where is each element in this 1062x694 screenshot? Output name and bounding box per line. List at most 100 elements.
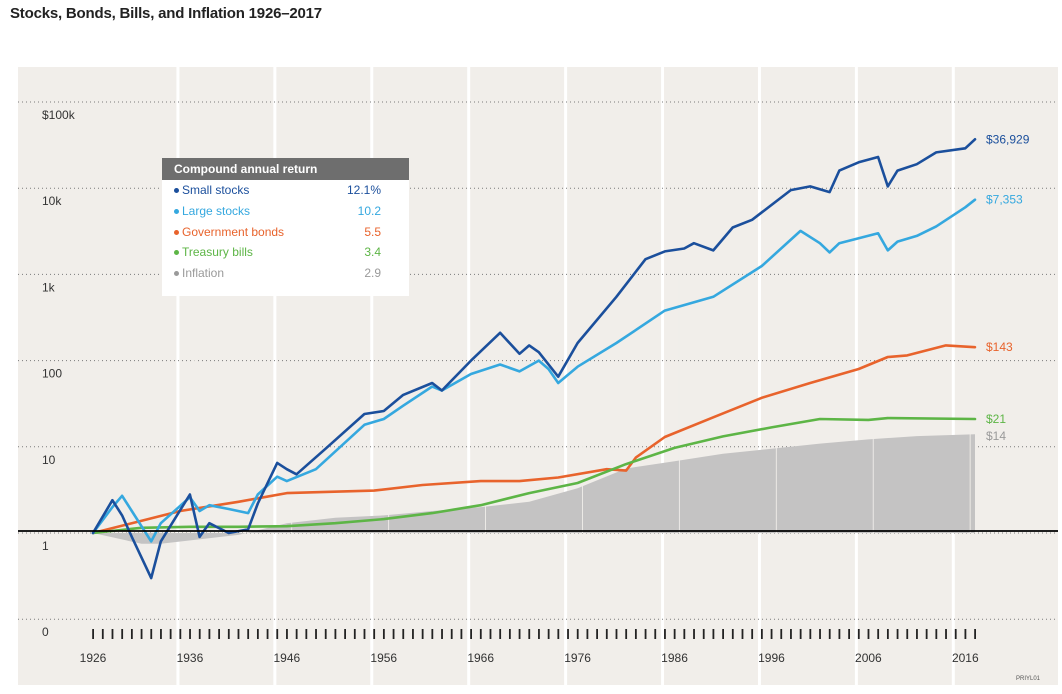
x-tick — [412, 629, 414, 639]
x-tick — [702, 629, 705, 639]
x-tick — [654, 629, 657, 639]
x-tick — [324, 629, 327, 639]
x-tick — [160, 629, 162, 639]
large-stocks-dot-icon — [174, 208, 179, 214]
series-large-stocks — [91, 198, 977, 543]
x-tick — [334, 629, 337, 639]
x-tick-label: 1966 — [467, 651, 494, 665]
x-tick — [644, 629, 647, 639]
x-tick — [101, 629, 104, 639]
series-treasury-bills — [91, 416, 977, 535]
x-tick — [382, 629, 385, 639]
x-tick — [373, 629, 376, 639]
end-labels: $36,929 $7,353 $143 $21 $14 — [986, 132, 1030, 443]
x-tick — [547, 629, 550, 639]
series-small-stocks — [91, 138, 977, 580]
x-tick — [838, 629, 841, 639]
x-tick — [712, 629, 715, 639]
x-tick — [741, 629, 744, 639]
y-tick-label: 100 — [42, 367, 62, 381]
legend-item-treasury-bills: Treasury bills 3.4 — [162, 242, 409, 263]
y-tick-label: 10 — [42, 453, 56, 467]
legend-header: Compound annual return — [162, 158, 409, 180]
x-tick — [760, 629, 763, 639]
x-tick-label: 1956 — [370, 651, 397, 665]
x-tick — [596, 629, 598, 639]
x-tick — [964, 629, 967, 639]
x-tick-label: 1926 — [80, 651, 107, 665]
x-tick — [315, 629, 317, 639]
x-tick — [450, 629, 453, 639]
x-tick — [935, 629, 938, 639]
x-tick — [809, 629, 812, 639]
x-tick — [295, 629, 298, 639]
x-tick — [799, 629, 802, 639]
x-tick — [169, 629, 172, 639]
x-tick — [470, 629, 472, 639]
x-tick — [954, 629, 957, 639]
legend-value: 12.1% — [346, 183, 381, 197]
x-tick — [130, 629, 133, 639]
figure-code: PRIYL01 — [1016, 676, 1041, 682]
x-tick — [557, 629, 560, 639]
x-tick — [363, 629, 366, 639]
x-axis-labels: 1926 1936 1946 1956 1966 1976 1986 1996 2006 2016 — [80, 651, 979, 665]
x-tick — [189, 629, 191, 639]
legend-label: Inflation — [182, 266, 225, 281]
x-tick — [508, 629, 511, 639]
x-tick — [770, 629, 773, 639]
x-tick — [198, 629, 201, 639]
x-tick — [528, 629, 531, 639]
x-tick — [828, 629, 831, 639]
x-tick — [567, 629, 569, 639]
x-tick — [460, 629, 463, 639]
x-tick — [518, 629, 521, 639]
x-tick — [111, 629, 114, 639]
x-axis-ticks — [92, 629, 976, 639]
x-tick-label: 1986 — [661, 651, 688, 665]
x-tick — [925, 629, 928, 639]
x-tick — [305, 629, 308, 639]
x-tick — [916, 629, 918, 639]
legend-label: Small stocks — [182, 183, 250, 197]
legend-value: 10.2 — [357, 203, 381, 218]
legend-item-government-bonds: Government bonds 5.5 — [162, 222, 409, 243]
x-tick — [790, 629, 792, 639]
inflation-dot-icon — [174, 271, 179, 277]
x-tick — [402, 629, 405, 639]
end-label: $21 — [986, 412, 1006, 426]
column-stripes — [176, 67, 955, 685]
legend-item-small-stocks: Small stocks 12.1% — [162, 180, 409, 201]
x-tick — [286, 629, 288, 639]
x-tick — [731, 629, 734, 639]
legend-label: Treasury bills — [182, 245, 253, 260]
government-bonds-dot-icon — [174, 229, 179, 235]
x-tick — [441, 629, 443, 639]
y-tick-label: 1k — [42, 280, 56, 294]
x-tick — [896, 629, 899, 639]
x-tick — [722, 629, 724, 639]
x-tick-label: 1996 — [758, 651, 785, 665]
x-tick — [276, 629, 279, 639]
x-tick — [857, 629, 860, 639]
x-tick-label: 1946 — [273, 651, 300, 665]
x-tick — [237, 629, 240, 639]
x-tick — [974, 629, 976, 639]
x-tick — [634, 629, 637, 639]
x-tick — [227, 629, 230, 639]
x-tick — [121, 629, 124, 639]
x-tick — [150, 629, 153, 639]
x-tick — [819, 629, 821, 639]
end-label: $7,353 — [986, 193, 1023, 207]
x-tick — [848, 629, 850, 639]
treasury-bills-dot-icon — [174, 250, 179, 256]
x-tick — [421, 629, 424, 639]
x-tick — [615, 629, 618, 639]
x-tick — [886, 629, 889, 639]
legend-value: 5.5 — [364, 224, 381, 239]
x-tick — [247, 629, 250, 639]
x-tick — [538, 629, 540, 639]
x-tick — [266, 629, 269, 639]
